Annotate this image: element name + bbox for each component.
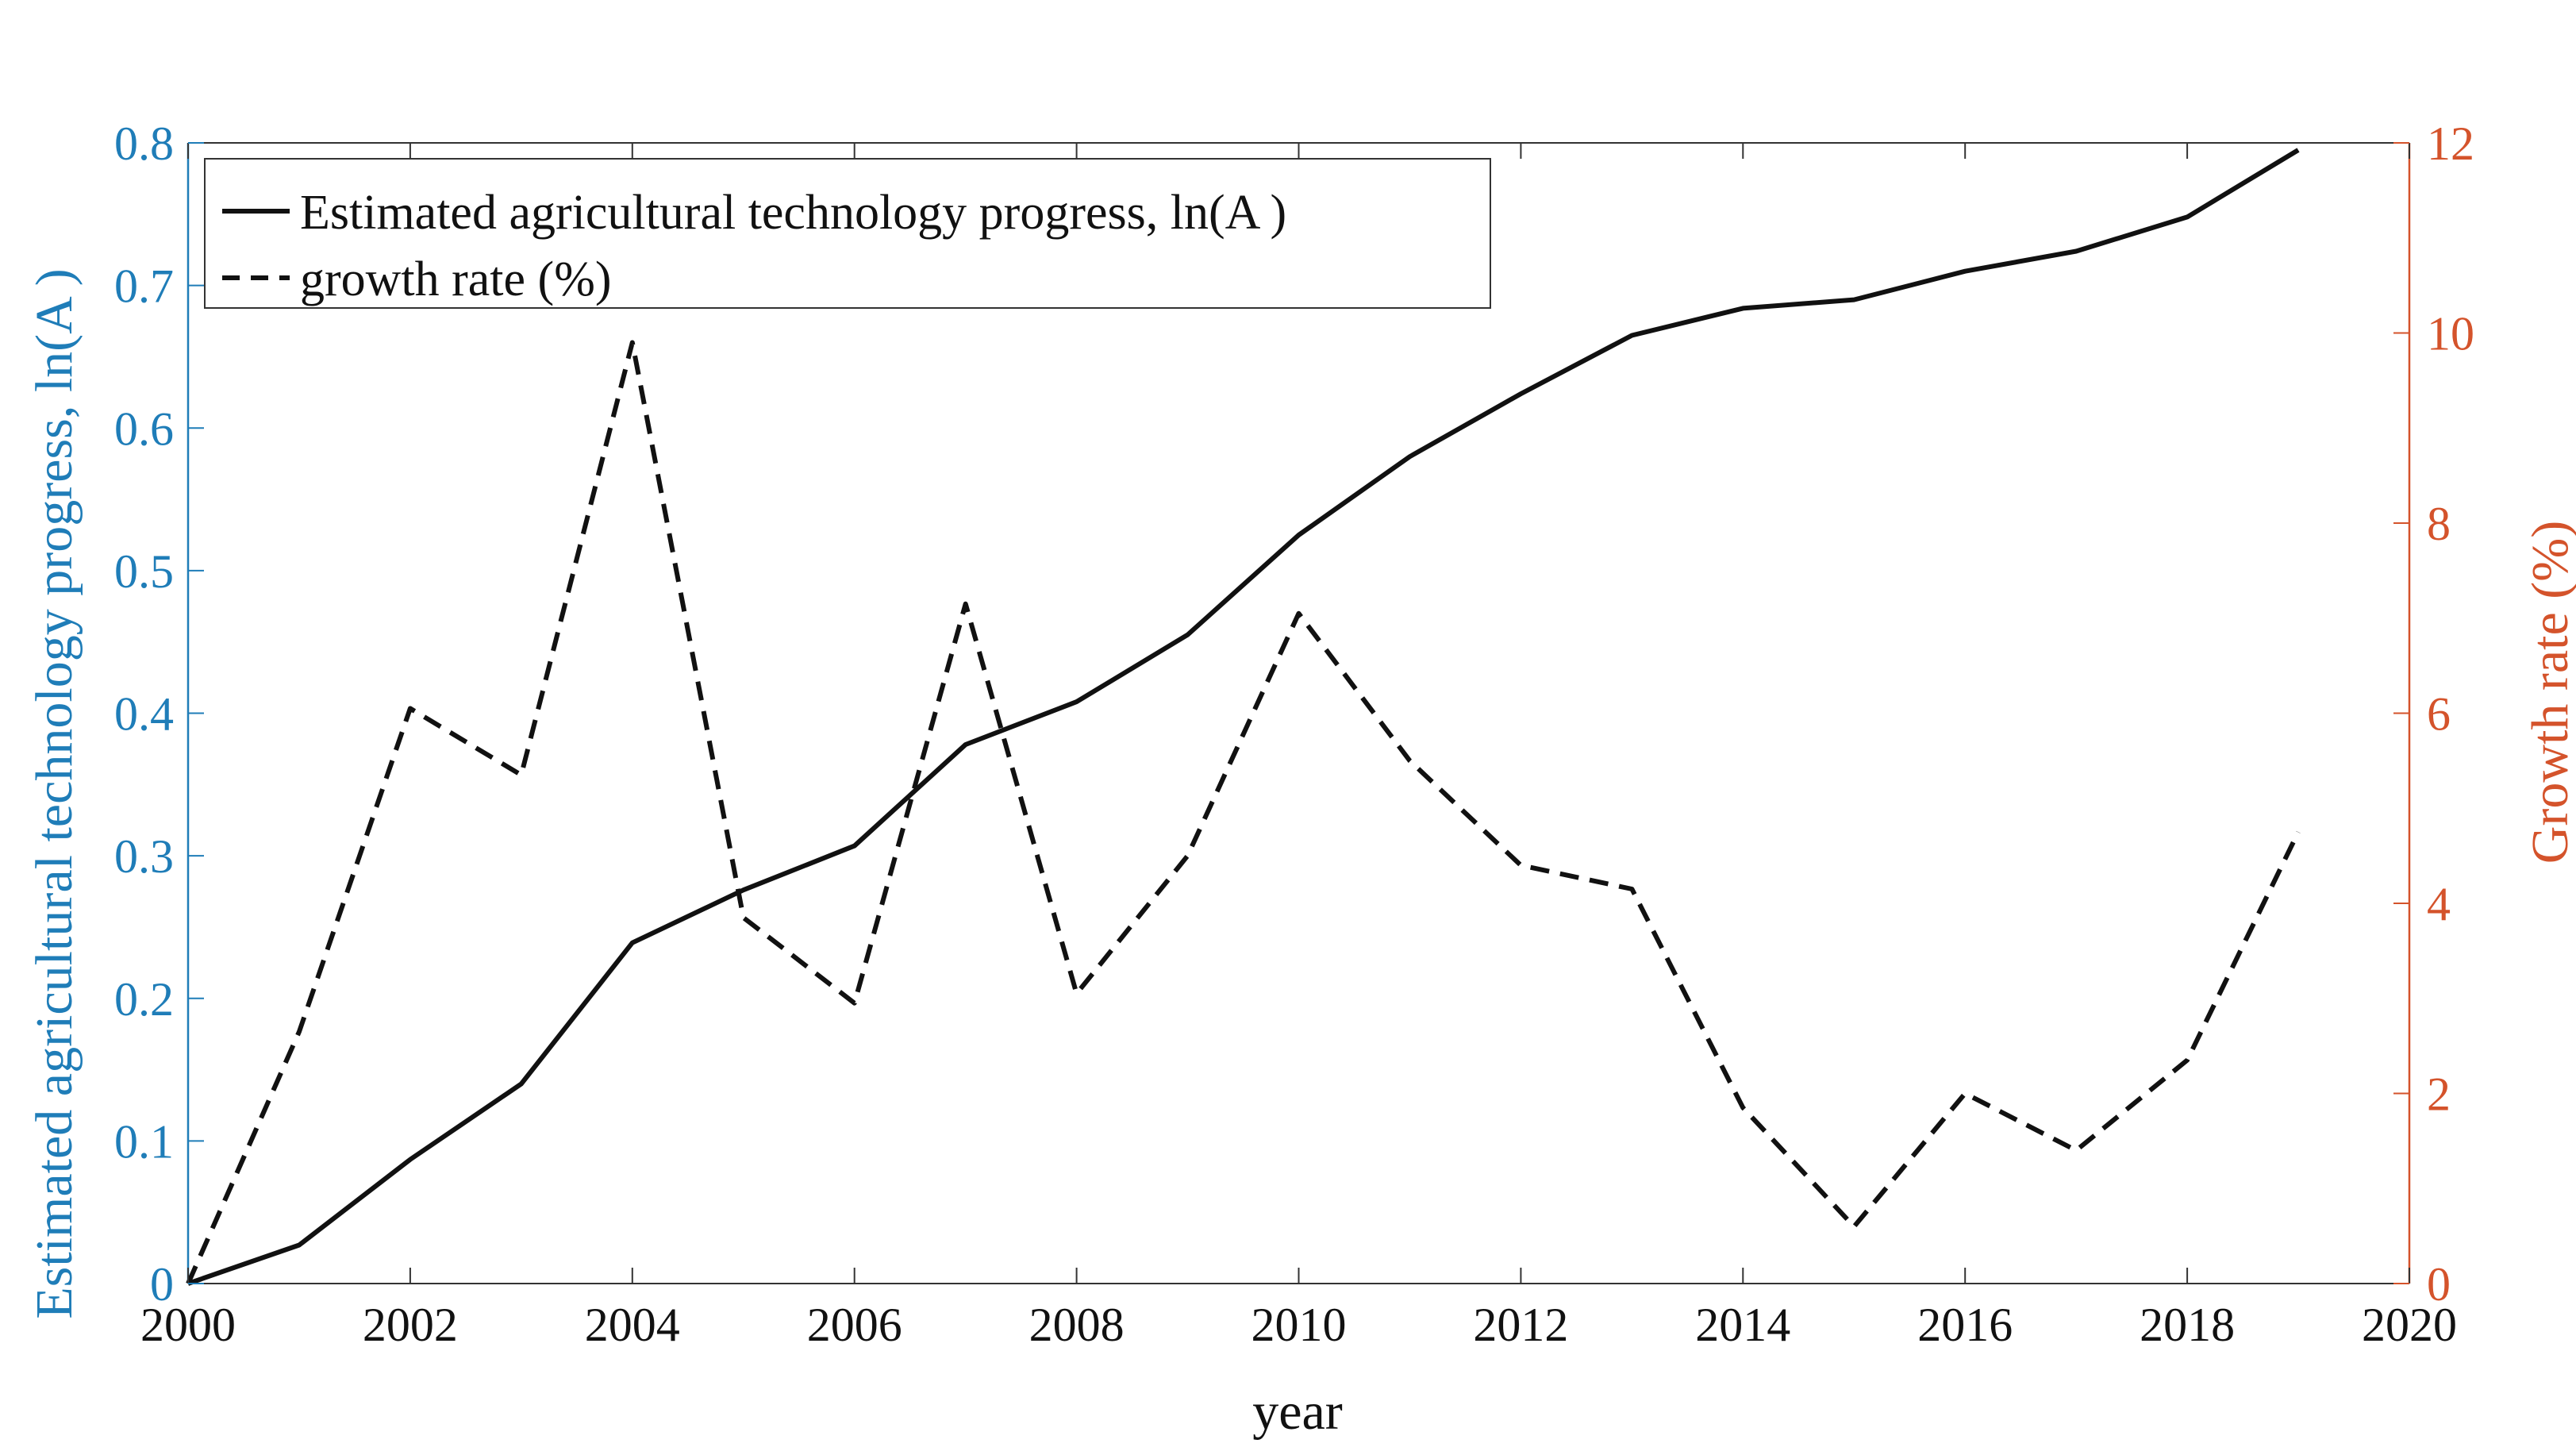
axes-layer (186, 142, 2411, 1284)
left-tick-label: 0 (150, 1258, 174, 1311)
right-tick-label: 10 (2427, 308, 2474, 360)
x-tick-label: 2014 (1695, 1299, 1790, 1351)
x-tick-label: 2004 (585, 1299, 680, 1351)
left-tick-label: 0.3 (114, 830, 174, 883)
legend: Estimated agricultural technology progre… (204, 158, 1491, 309)
legend-entry-technology: Estimated agricultural technology progre… (300, 186, 1286, 240)
x-tick-label: 2016 (1917, 1299, 2013, 1351)
x-tick-label: 2002 (363, 1299, 458, 1351)
left-axis-title: Estimated agricultural technology progre… (25, 268, 83, 1318)
x-tick-label: 2012 (1473, 1299, 1568, 1351)
x-tick-label: 2018 (2140, 1299, 2235, 1351)
legend-box (204, 158, 1491, 309)
left-tick-label: 0.7 (114, 260, 174, 313)
x-tick-label: 2006 (807, 1299, 902, 1351)
left-tick-label: 0.8 (114, 117, 174, 170)
legend-entry-growth-rate: growth rate (%) (300, 252, 612, 306)
left-tick-label: 0.6 (114, 402, 174, 455)
left-tick-label: 0.5 (114, 545, 174, 598)
right-tick-label: 12 (2427, 117, 2474, 170)
left-tick-label: 0.4 (114, 688, 174, 741)
x-tick-label: 2000 (140, 1299, 236, 1351)
x-axis-title: year (1252, 1383, 1343, 1441)
right-axis-title: Growth rate (%) (2521, 521, 2576, 864)
x-tick-label: 2010 (1251, 1299, 1347, 1351)
series-line-growth-rate (186, 340, 2301, 1285)
left-tick-label: 0.2 (114, 973, 174, 1026)
ticks-layer: 2000 2002 2004 2006 2008 2010 2012 2014 2016 2018… (114, 117, 2474, 1351)
right-tick-label: 6 (2427, 688, 2451, 741)
x-tick-label: 2020 (2362, 1299, 2457, 1351)
right-tick-label: 8 (2427, 498, 2451, 550)
right-tick-label: 2 (2427, 1068, 2451, 1121)
series-line-technology-progress (187, 148, 2300, 1286)
right-tick-label: 0 (2427, 1258, 2451, 1311)
right-tick-label: 4 (2427, 878, 2451, 930)
x-tick-label: 2008 (1029, 1299, 1125, 1351)
series-layer (186, 148, 2301, 1286)
left-tick-label: 0.1 (114, 1115, 174, 1168)
